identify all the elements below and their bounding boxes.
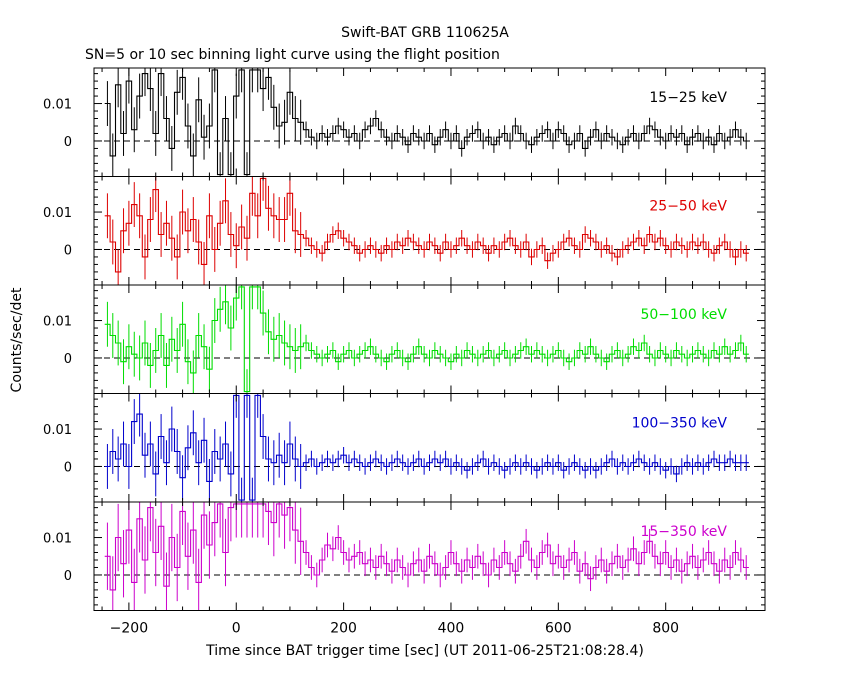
- y-tick-label: 0.01: [43, 206, 72, 221]
- y-tick-label: 0.01: [43, 423, 72, 438]
- y-tick-label: 0: [64, 460, 72, 475]
- panel-frame: [93, 393, 766, 503]
- x-tick-label: 400: [438, 621, 465, 637]
- light-curve-line: [104, 394, 749, 501]
- x-tick-label: −200: [110, 621, 148, 637]
- light-curve-line: [104, 69, 749, 176]
- panel-frame: [93, 67, 766, 177]
- panel-1: 0 0.01 15−25 keV: [43, 67, 766, 177]
- panel-4: 0 0.01 100−350 keV: [43, 393, 766, 503]
- series-3-marks: [104, 285, 749, 394]
- series-label: 15−350 keV: [640, 524, 727, 540]
- panel-2: 0 0.01 25−50 keV: [43, 176, 766, 286]
- y-tick-label: 0: [64, 135, 72, 150]
- panels: 0 0.01 15−25 keV 0 0.01 25−50 keV 0 0.01 50−100 …: [43, 67, 766, 637]
- y-tick-label: 0.01: [43, 532, 72, 547]
- light-curve-line: [104, 286, 749, 393]
- series-label: 25−50 keV: [649, 199, 727, 215]
- x-tick-label: 600: [545, 621, 572, 637]
- chart-title: Swift-BAT GRB 110625A: [341, 25, 509, 41]
- panel-frame: [93, 176, 766, 286]
- series-label: 15−25 keV: [649, 90, 727, 106]
- series-4-marks: [104, 393, 749, 502]
- light-curve-line: [104, 177, 749, 273]
- panel-3: 0 0.01 50−100 keV: [43, 284, 766, 394]
- x-tick-label: 0: [232, 621, 241, 637]
- series-1-marks: [104, 68, 749, 177]
- series-label: 50−100 keV: [640, 307, 727, 323]
- chart-subtitle: SN=5 or 10 sec binning light curve using…: [85, 47, 500, 63]
- y-tick-label: 0.01: [43, 315, 72, 330]
- panel-frame: [93, 501, 766, 611]
- y-tick-label: 0: [64, 243, 72, 258]
- x-axis-label: Time since BAT trigger time [sec] (UT 20…: [205, 643, 644, 659]
- panel-frame: [93, 284, 766, 394]
- series-2-marks: [104, 176, 749, 285]
- light-curve-line: [104, 503, 749, 591]
- y-tick-label: 0.01: [43, 98, 72, 113]
- y-tick-label: 0: [64, 352, 72, 367]
- x-tick-label: 200: [330, 621, 357, 637]
- series-5-marks: [104, 502, 749, 611]
- y-tick-label: 0: [64, 569, 72, 584]
- panel-5: 0 0.01 15−350 keV: [43, 501, 766, 611]
- y-axis-label: Counts/sec/det: [9, 287, 25, 392]
- x-tick-label: 800: [652, 621, 679, 637]
- series-label: 100−350 keV: [632, 416, 728, 432]
